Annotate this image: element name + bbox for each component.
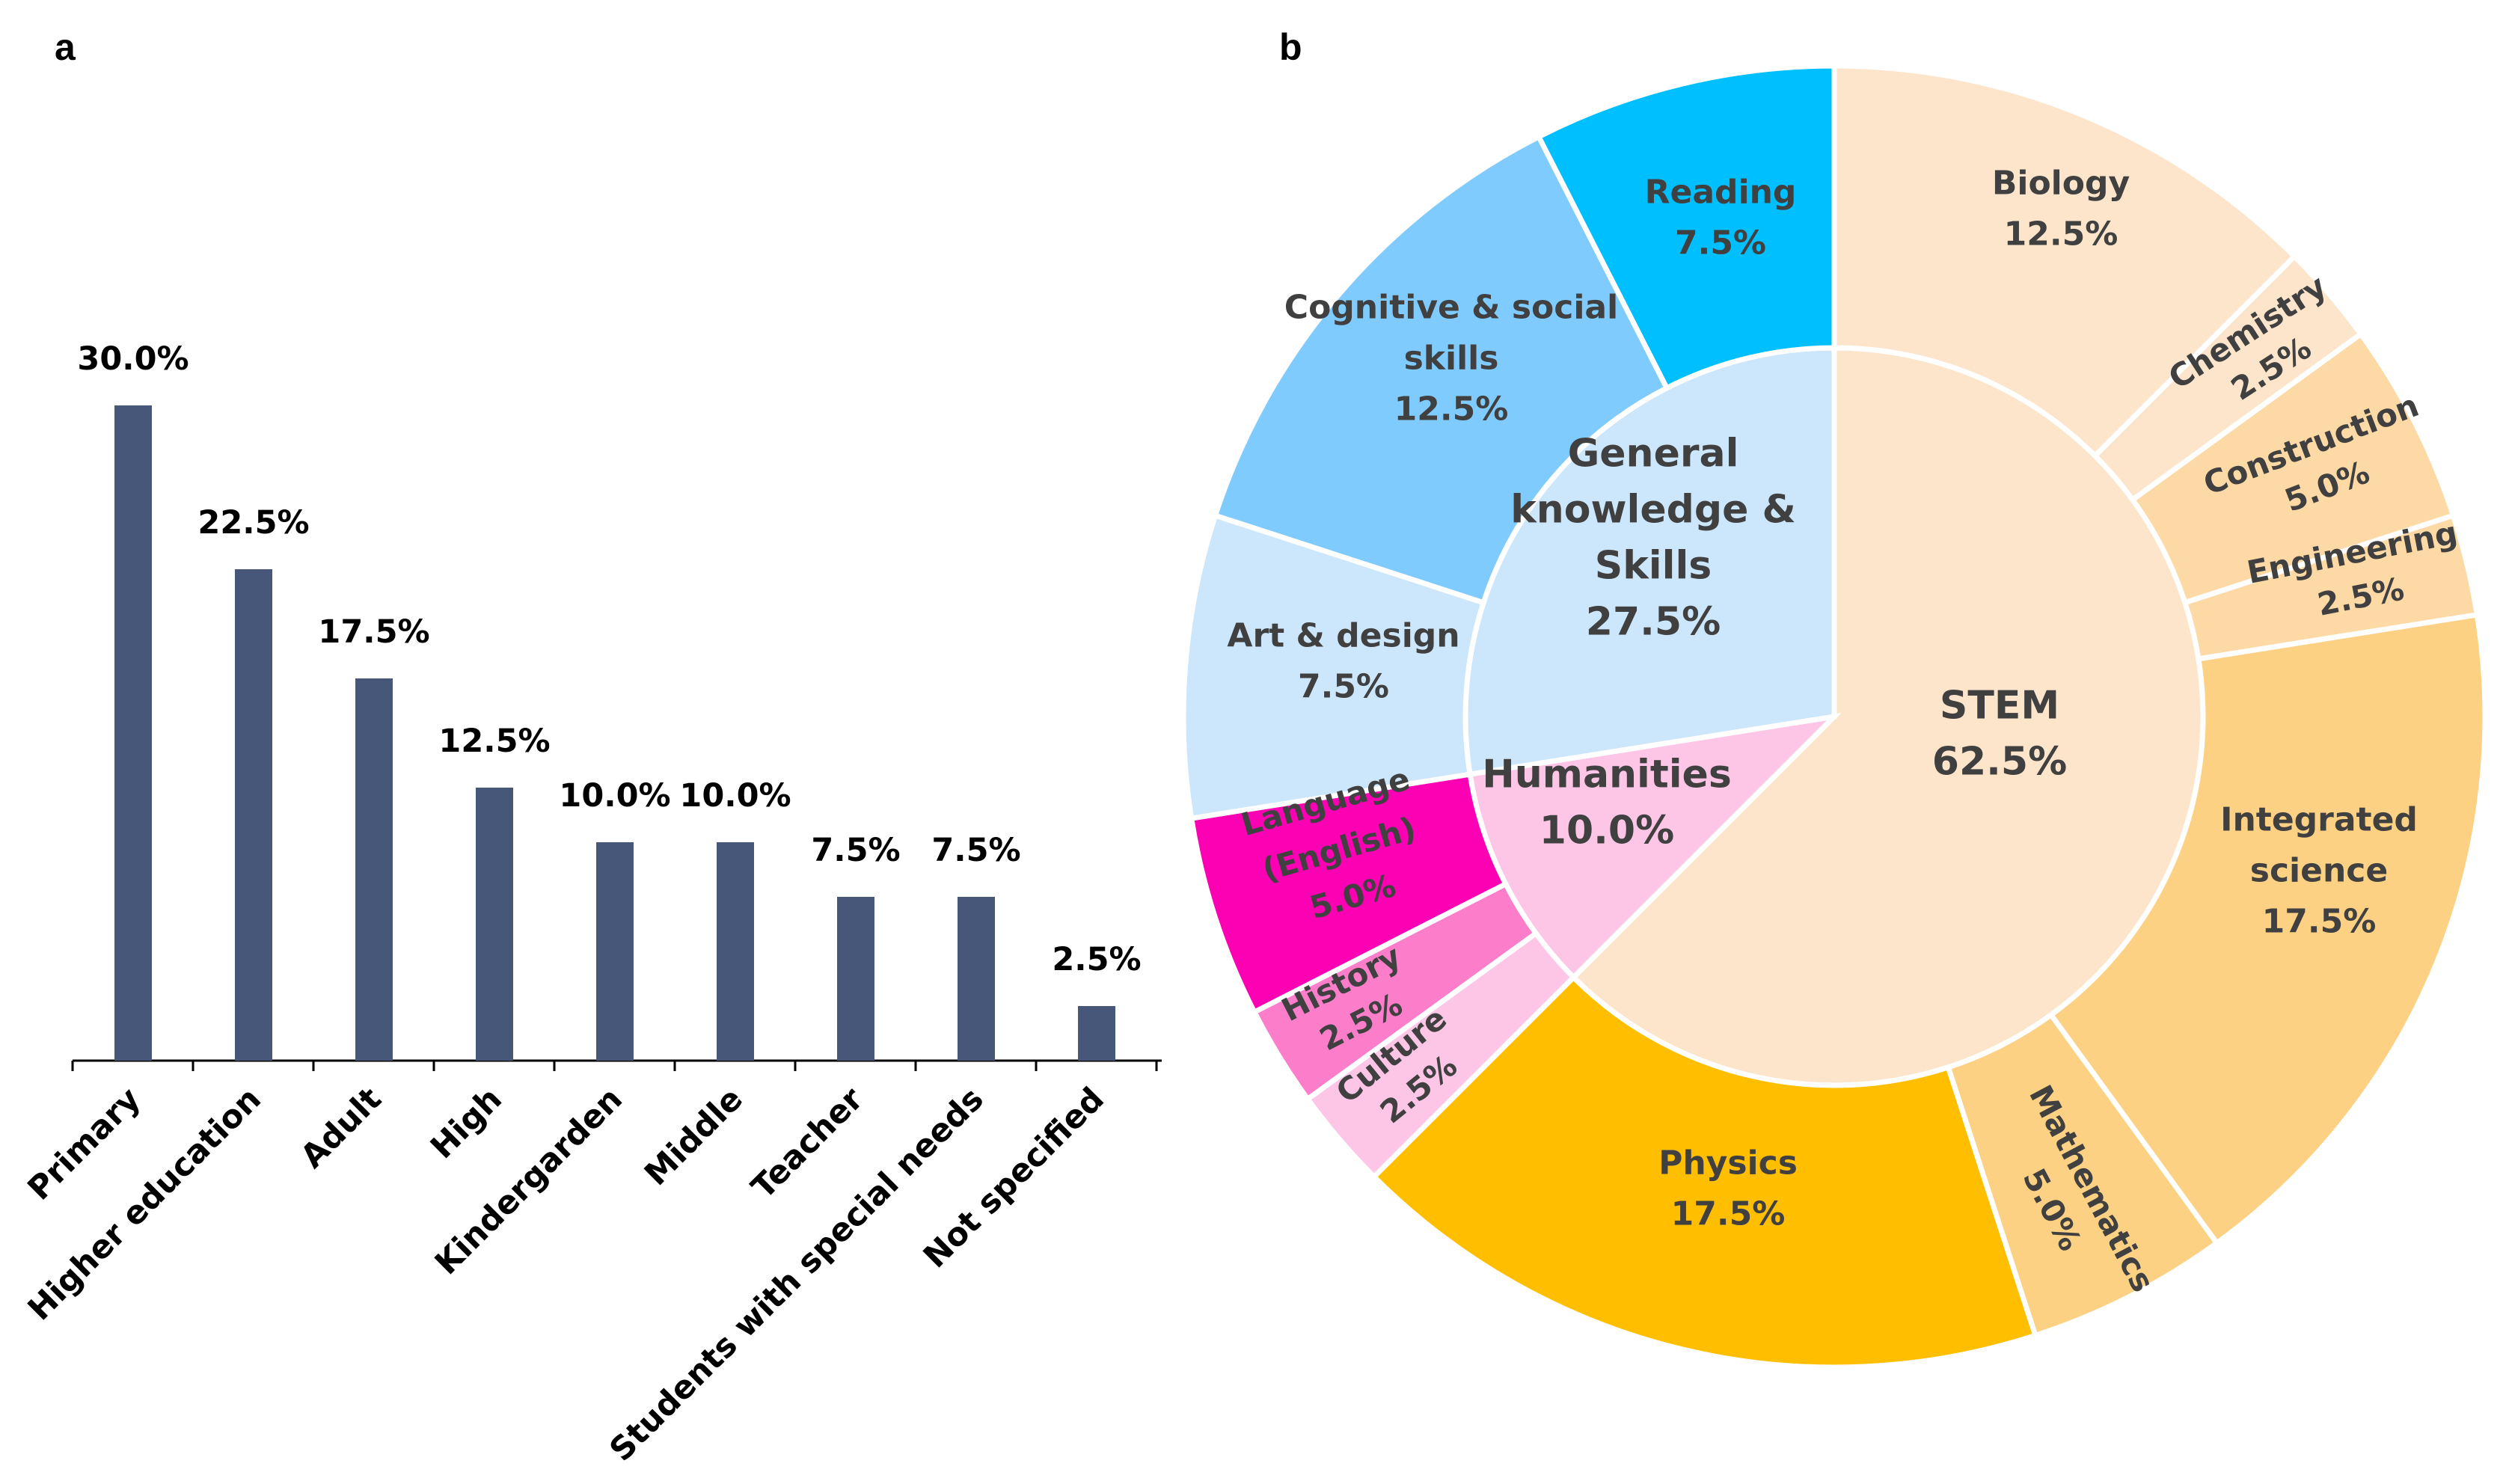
label-line: STEM [1940, 684, 2059, 729]
label-line: science [2250, 851, 2388, 889]
label-line: 17.5% [1671, 1195, 1786, 1233]
label-line: 10.0% [1540, 809, 1674, 853]
category-tick-label: Primary [21, 1080, 148, 1207]
bar [596, 842, 634, 1061]
outer-segment-biology [1831, 63, 2299, 460]
label-line: Art & design [1227, 616, 1459, 654]
label-line: skills [1404, 339, 1499, 377]
outer-label-reading: Reading 7.5% [1645, 173, 1797, 262]
category-tick-label: Higher education [21, 1080, 269, 1328]
bar-value-label: 10.0% [559, 777, 670, 815]
outer-label-art-design: Art & design 7.5% [1227, 616, 1459, 705]
bar [235, 569, 272, 1061]
bar-value-label: 22.5% [197, 504, 309, 542]
label-line: Physics [1658, 1144, 1798, 1182]
category-tick-label: Teacher [744, 1080, 871, 1206]
label-line: 62.5% [1932, 740, 2067, 785]
label-line: Reading [1645, 173, 1797, 211]
bar-value-label: 7.5% [931, 832, 1020, 869]
label-line: Integrated [2220, 800, 2418, 838]
bar-value-label: 17.5% [318, 613, 429, 651]
label-line: Skills [1595, 544, 1712, 589]
label-line: General [1568, 432, 1739, 476]
bar-value-label: 30.0% [77, 340, 189, 378]
outer-label-biology: Biology 12.5% [1992, 164, 2130, 253]
bar-value-label: 10.0% [679, 777, 791, 815]
bar [1078, 1006, 1115, 1061]
label-line: 12.5% [2004, 215, 2119, 253]
panel-a-label: a [55, 26, 76, 68]
bar-value-label: 12.5% [438, 723, 550, 760]
bar [114, 405, 152, 1061]
category-tick-label: Adult [294, 1080, 389, 1175]
label-line: Biology [1992, 164, 2130, 202]
panel-b-label: b [1279, 26, 1302, 68]
sunburst-chart: General knowledge & Skills 27.5% Humanities 1… [1180, 63, 2488, 1370]
bar [717, 842, 754, 1061]
inner-label-stem: STEM 62.5% [1932, 684, 2067, 785]
bar [958, 897, 995, 1061]
category-tick-label: High [423, 1080, 509, 1166]
label-line: 27.5% [1586, 600, 1721, 645]
label-line: 7.5% [1675, 224, 1766, 262]
outer-label-physics: Physics 17.5% [1658, 1144, 1798, 1233]
outer-segment-reading [1535, 63, 1837, 392]
label-line: 7.5% [1298, 667, 1389, 705]
label-line: 12.5% [1394, 390, 1509, 428]
label-line: Humanities [1482, 752, 1732, 797]
label-line: 17.5% [2262, 902, 2377, 940]
outer-label-cognitive-social: Cognitive & social skills 12.5% [1284, 288, 1618, 428]
outer-segment-physics [1370, 973, 2039, 1370]
bar [355, 678, 393, 1061]
bar [476, 788, 513, 1061]
bar-value-label: 7.5% [811, 832, 900, 869]
inner-label-humanities: Humanities 10.0% [1482, 752, 1732, 853]
category-tick-label: Middle [637, 1080, 750, 1193]
bar [837, 897, 874, 1061]
outer-segment-integrated-science [2047, 611, 2488, 1247]
bar-chart: 30.0% Primary 22.5% Higher education 17.5% Ad… [21, 340, 1162, 1469]
inner-label-general: General knowledge & Skills 27.5% [1510, 432, 1796, 645]
outer-segment-cognitive-social [1212, 133, 1670, 607]
outer-label-integrated-science: Integrated science 17.5% [2220, 800, 2418, 940]
label-line: Cognitive & social [1284, 288, 1618, 326]
label-line: knowledge & [1510, 488, 1796, 533]
bar-value-label: 2.5% [1052, 941, 1141, 978]
